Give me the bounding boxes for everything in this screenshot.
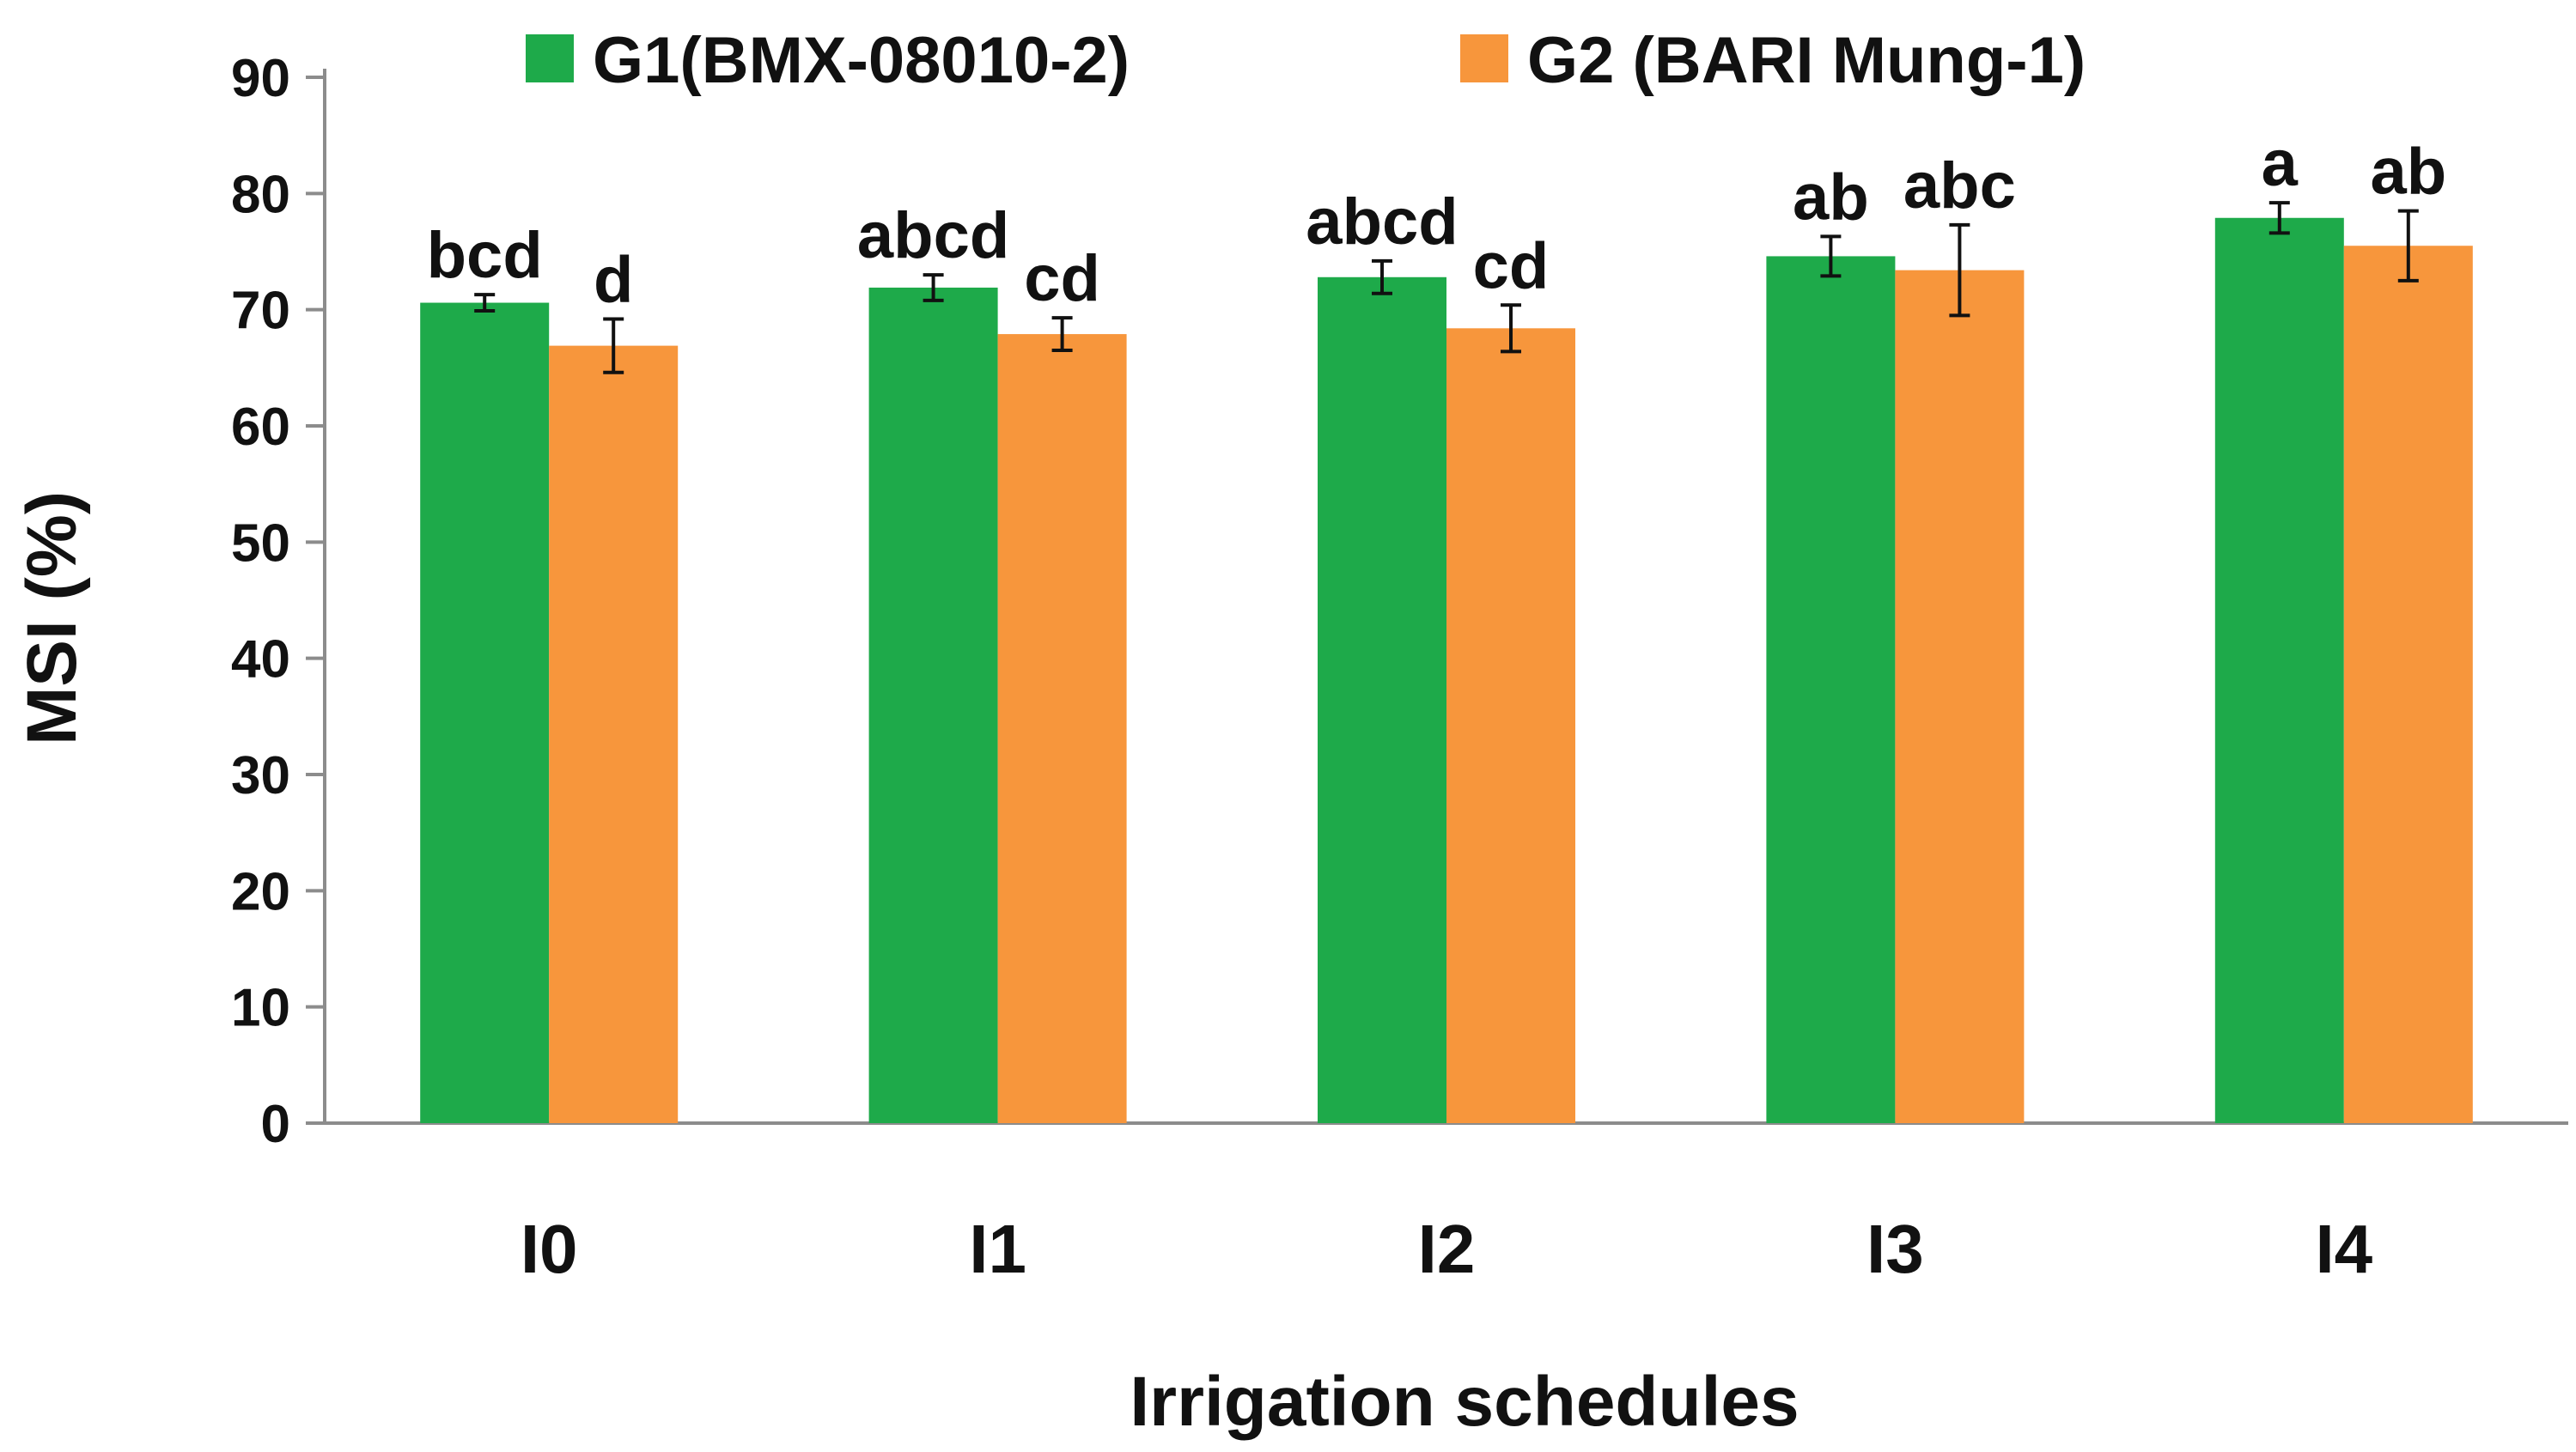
y-tick-label: 30 xyxy=(231,746,290,805)
y-tick-label: 80 xyxy=(231,165,290,224)
error-bars xyxy=(474,201,2419,374)
x-tick-label-i4: I4 xyxy=(2315,1211,2372,1287)
bar-g2-i2 xyxy=(1446,328,1575,1123)
y-tick-label: 20 xyxy=(231,862,290,921)
y-tick-label: 40 xyxy=(231,630,290,690)
bars xyxy=(420,217,2473,1124)
x-tick-label-i2: I2 xyxy=(1418,1211,1476,1287)
bar-g1-i2 xyxy=(1318,276,1446,1124)
sig-label-g1-i4: a xyxy=(2262,127,2299,200)
sig-label-g2-i4: ab xyxy=(2370,136,2446,209)
sig-label-g2-i3: abc xyxy=(1903,149,2016,222)
sig-label-g1-i2: abcd xyxy=(1306,185,1458,258)
legend-swatch-g2 xyxy=(1460,34,1508,82)
y-tick-label: 60 xyxy=(231,398,290,457)
sig-label-g1-i1: abcd xyxy=(857,199,1009,272)
y-tick-label: 90 xyxy=(231,49,290,108)
bar-g2-i3 xyxy=(1895,270,2025,1123)
sig-label-g1-i0: bcd xyxy=(427,219,543,292)
bar-g2-i4 xyxy=(2343,246,2473,1123)
sig-label-g2-i1: cd xyxy=(1024,242,1100,315)
y-tick-label: 50 xyxy=(231,513,290,573)
x-tick-label-i3: I3 xyxy=(1867,1211,1924,1287)
legend-swatch-g1 xyxy=(526,34,574,82)
bar-g1-i1 xyxy=(868,287,998,1123)
x-axis: I0 I1 I2 I3 I4 xyxy=(325,1121,2568,1287)
y-tick-label: 0 xyxy=(261,1095,290,1154)
legend-label-g2: G2 (BARI Mung-1) xyxy=(1527,24,2086,97)
legend-label-g1: G1(BMX-08010-2) xyxy=(593,24,1130,97)
bar-g1-i0 xyxy=(420,302,550,1124)
bar-g2-i1 xyxy=(997,334,1127,1123)
x-axis-title: Irrigation schedules xyxy=(1130,1363,1799,1441)
bar-g1-i4 xyxy=(2214,217,2344,1124)
x-tick-label-i0: I0 xyxy=(521,1211,578,1287)
bar-g2-i0 xyxy=(549,345,679,1123)
legend: G1(BMX-08010-2) G2 (BARI Mung-1) xyxy=(526,24,2086,97)
sig-label-g1-i3: ab xyxy=(1793,161,1869,234)
y-tick-label: 70 xyxy=(231,282,290,341)
sig-label-g2-i0: d xyxy=(594,243,633,316)
y-tick-label: 10 xyxy=(231,979,290,1038)
sig-label-g2-i2: cd xyxy=(1473,229,1550,302)
y-axis: 0 10 20 30 40 50 60 70 80 90 xyxy=(231,49,326,1154)
x-tick-label-i1: I1 xyxy=(969,1211,1026,1287)
y-axis-title: MSI (%) xyxy=(13,491,91,745)
bar-g1-i3 xyxy=(1766,256,1896,1123)
